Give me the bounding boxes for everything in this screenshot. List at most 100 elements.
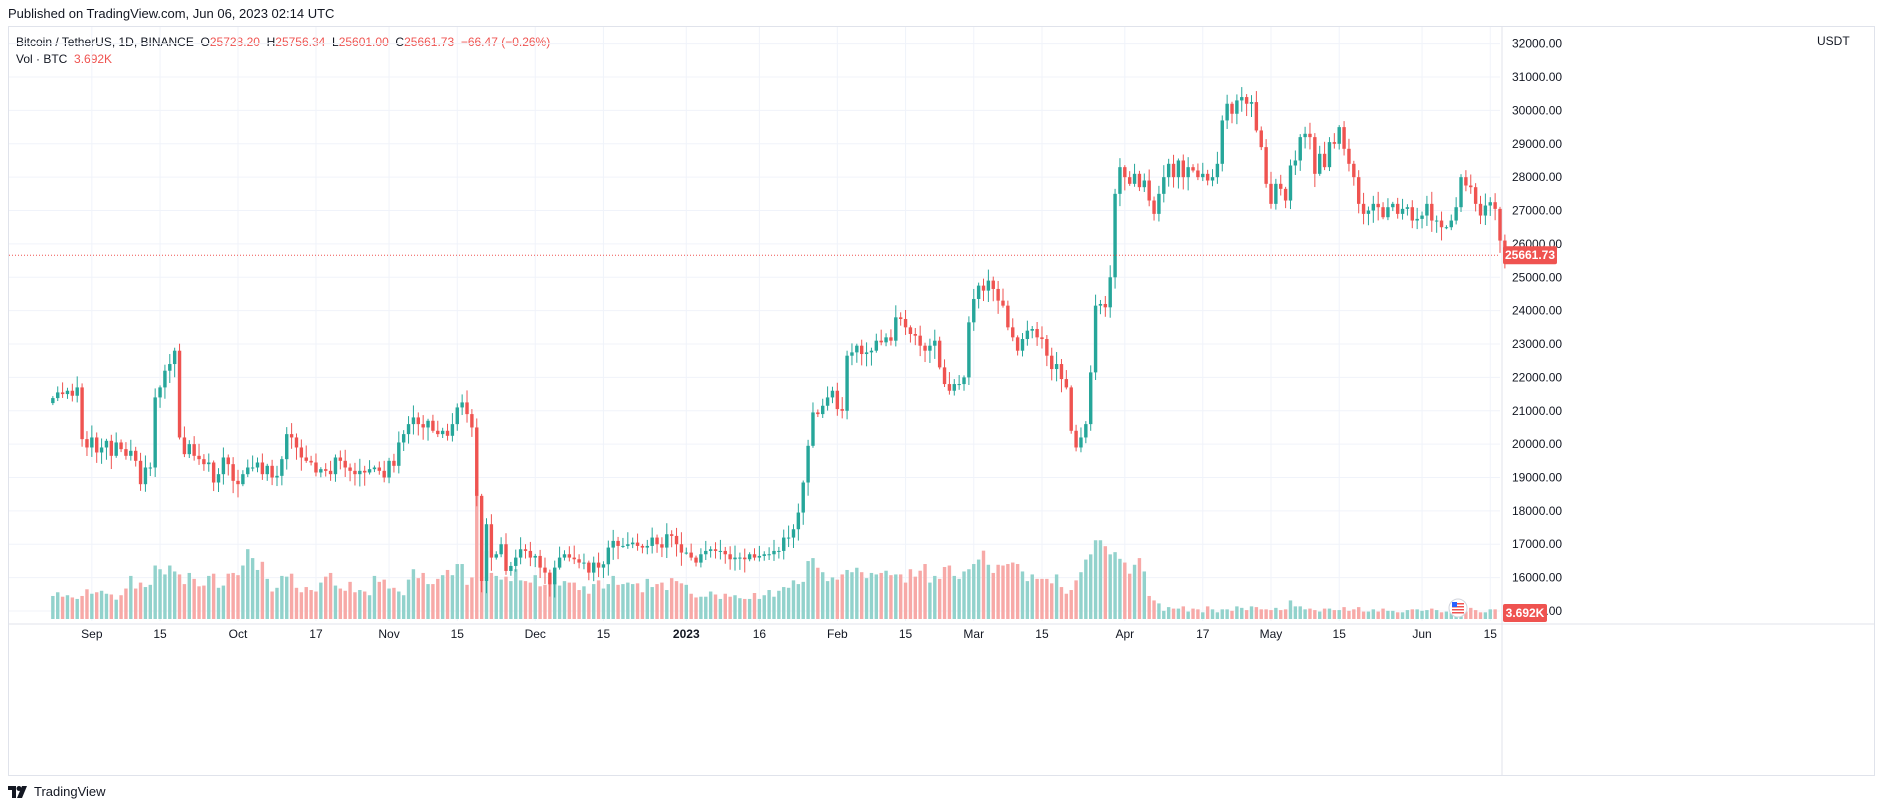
candle-body	[1020, 339, 1025, 351]
candle-body	[1132, 173, 1137, 184]
price-tick-label: 32000.00	[1512, 37, 1562, 51]
volume-bar	[1084, 559, 1088, 619]
volume-label[interactable]: Vol · BTC	[16, 52, 68, 66]
volume-bar	[611, 575, 615, 619]
volume-value: 3.692K	[74, 52, 113, 66]
volume-bar	[324, 576, 328, 619]
volume-bar	[470, 577, 474, 619]
candle-body	[367, 469, 372, 473]
volume-bar	[655, 584, 659, 619]
volume-bar	[918, 570, 922, 619]
volume-bar	[168, 565, 172, 619]
volume-bar	[1015, 564, 1020, 619]
volume-bar	[1030, 574, 1034, 619]
candle-body	[1420, 215, 1424, 219]
tradingview-brand[interactable]: TradingView	[8, 784, 106, 799]
candle-body	[1147, 180, 1151, 201]
volume-bar	[460, 564, 464, 619]
candle-body	[455, 407, 459, 425]
candle-body	[650, 537, 654, 546]
last-volume-label: 3.692K	[1506, 606, 1545, 620]
volume-bar	[1011, 562, 1015, 619]
volume-bar	[1025, 581, 1030, 619]
candle-body	[192, 444, 196, 456]
candle-body	[635, 542, 640, 546]
volume-bar	[592, 584, 596, 619]
candle-body	[528, 550, 533, 558]
volume-bar	[894, 574, 898, 619]
candle-body	[1361, 203, 1366, 214]
candle-body	[484, 524, 489, 581]
candle-body	[1469, 185, 1473, 188]
candle-body	[202, 459, 206, 465]
price-tick-label: 27000.00	[1512, 204, 1562, 218]
candle-body	[1434, 220, 1439, 222]
volume-bar	[967, 569, 971, 619]
volume-bar	[104, 593, 109, 619]
volume-legend: Vol · BTC 3.692K	[16, 52, 112, 66]
candle-body	[747, 554, 752, 560]
volume-bar	[1400, 612, 1405, 619]
volume-bar	[294, 587, 299, 619]
volume-bar	[1220, 609, 1224, 619]
volume-bar	[275, 587, 279, 619]
volume-bar	[231, 572, 235, 619]
volume-bar	[1444, 611, 1449, 619]
volume-bar	[665, 590, 669, 619]
volume-bar	[1054, 574, 1059, 619]
volume-bar	[747, 598, 752, 619]
candle-body	[80, 387, 84, 440]
chart-frame[interactable]	[8, 26, 1875, 776]
volume-bar	[796, 584, 801, 619]
volume-bar	[723, 593, 727, 619]
volume-bar	[1123, 562, 1127, 619]
candle-body	[382, 470, 386, 478]
candle-body	[353, 470, 357, 475]
volume-bar	[1069, 590, 1073, 619]
candle-body	[986, 280, 991, 291]
candle-body	[406, 424, 411, 435]
candle-body	[665, 534, 669, 548]
volume-bar	[436, 578, 440, 619]
volume-bar	[1308, 608, 1312, 619]
price-tick-label: 19000.00	[1512, 471, 1562, 485]
symbol-label[interactable]: Bitcoin / TetherUS, 1D, BINANCE	[16, 35, 194, 49]
candle-body	[207, 462, 211, 465]
candle-body	[138, 460, 143, 485]
candle-body	[1205, 173, 1210, 181]
candle-body	[518, 549, 523, 558]
candle-body	[75, 387, 79, 396]
volume-bar	[1035, 578, 1039, 619]
candle-body	[333, 457, 338, 475]
volume-bar	[60, 596, 65, 619]
last-price-label: 25661.73	[1505, 248, 1555, 262]
candle-body	[689, 552, 693, 558]
volume-bar	[182, 584, 187, 619]
close-value: 25661.73	[404, 35, 455, 49]
volume-bar	[377, 581, 382, 619]
candle-body	[124, 449, 128, 456]
volume-bar	[713, 594, 718, 619]
time-tick-label: 15	[451, 627, 465, 641]
candle-body	[908, 327, 913, 335]
volume-bar	[129, 575, 133, 619]
volume-bar	[1449, 610, 1453, 619]
candle-body	[377, 467, 382, 471]
candle-body	[538, 555, 542, 568]
candle-body	[265, 465, 269, 475]
candle-body	[494, 554, 498, 558]
candle-body	[309, 460, 313, 463]
volume-bar	[285, 576, 289, 619]
volume-bar	[1186, 611, 1190, 619]
volume-bar	[216, 587, 221, 619]
volume-bar	[801, 581, 805, 619]
candle-body	[1249, 102, 1254, 104]
volume-bar	[772, 596, 776, 619]
volume-bar	[328, 572, 333, 619]
candle-body	[723, 550, 727, 555]
candle-body	[1347, 148, 1351, 164]
volume-bar	[1249, 606, 1254, 619]
candle-body	[645, 545, 650, 548]
candle-body	[674, 535, 679, 545]
